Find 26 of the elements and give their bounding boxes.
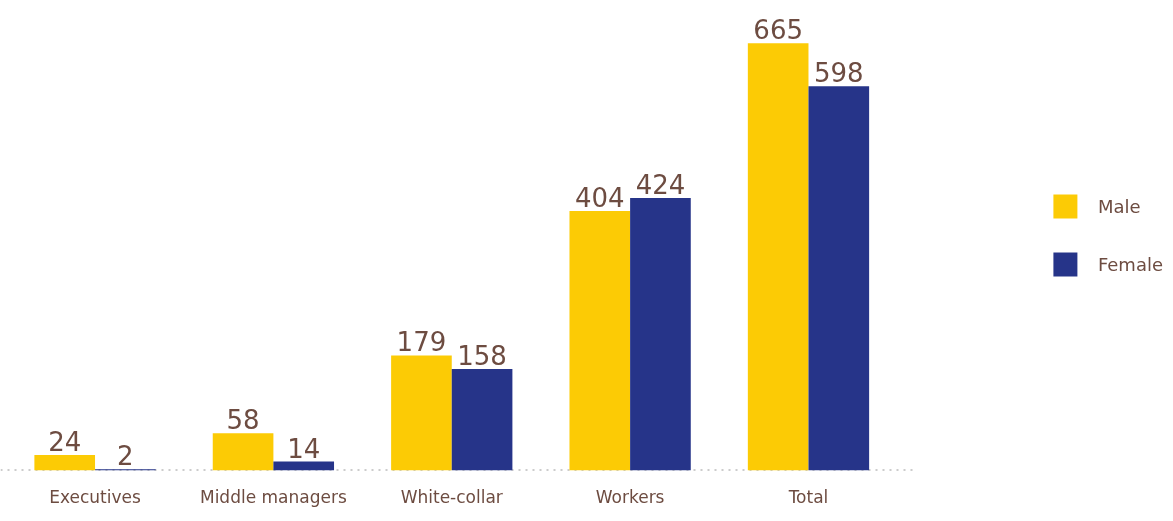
bar	[34, 455, 96, 471]
data-label: 424	[635, 170, 686, 201]
data-label: 404	[574, 182, 625, 213]
x-tick-label: Workers	[595, 486, 665, 507]
data-label: 14	[287, 433, 321, 464]
data-label: 598	[813, 58, 864, 89]
bar	[451, 368, 513, 471]
bar	[273, 461, 335, 471]
x-tick-label: Total	[787, 486, 829, 507]
data-label: 24	[48, 427, 82, 458]
legend-label: Male	[1097, 195, 1141, 217]
data-label: 58	[226, 405, 260, 436]
x-tick-label: Middle managers	[199, 486, 347, 507]
bar	[569, 210, 631, 471]
bar	[747, 43, 809, 471]
bar	[391, 355, 452, 471]
x-tick-label: Executives	[49, 486, 141, 507]
data-label: 665	[753, 15, 803, 46]
x-tick-label: White-collar	[400, 486, 503, 507]
data-label: 2	[117, 441, 134, 472]
legend-label: Female	[1097, 253, 1163, 275]
bar	[212, 433, 274, 471]
data-label: 179	[396, 327, 447, 358]
data-label: 158	[457, 340, 507, 371]
bar	[808, 86, 870, 471]
bar	[630, 198, 691, 471]
